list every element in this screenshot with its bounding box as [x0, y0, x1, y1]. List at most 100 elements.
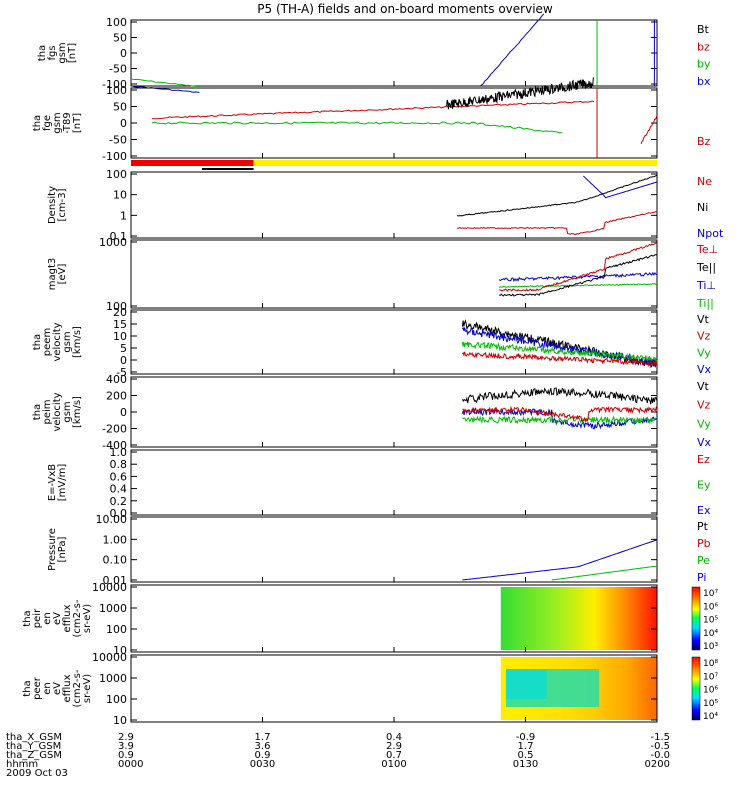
y-axis-label-line: velocity — [52, 322, 63, 361]
trace-bx-rise — [480, 13, 545, 86]
legend-ex: Ex — [697, 504, 711, 517]
y-tick-label: 10 — [113, 330, 127, 343]
orbit-value: 3.9 — [118, 741, 134, 752]
y-tick-label: 0.0 — [110, 507, 128, 520]
legend-vy: Vy — [697, 417, 711, 430]
legend-ni: Ni — [697, 201, 708, 214]
y-axis-label: magt3 [eV] — [47, 258, 68, 291]
orbit-value: 0100 — [381, 759, 406, 770]
legend-ey: Ey — [697, 479, 711, 492]
y-tick-label: 1 — [120, 209, 127, 222]
trace-te-par — [499, 254, 658, 297]
y-axis-label-line: E=-VxB — [47, 464, 58, 501]
y-axis-label-line: gsm — [52, 112, 63, 133]
trace-vx — [461, 407, 658, 430]
panel-vel_i: 400 200 0 -200 -400 tha peim velocity gsm [km/s] V… — [32, 373, 712, 452]
colorbar-elec_spec: 10⁸ 10⁷ 10⁶ 10⁵ 10⁴ — [691, 656, 718, 722]
orbit-value: 0.5 — [518, 750, 534, 761]
y-tick-label: -50 — [109, 134, 127, 147]
orbit-value: 1.7 — [518, 741, 534, 752]
trace-ni — [456, 174, 658, 217]
y-tick-label: 15 — [113, 318, 127, 331]
y-axis-label: tha peer en eV efflux (cm2-s-sr-eV) — [22, 669, 93, 707]
trace-bx — [130, 85, 200, 93]
colorbar-label: 10⁴ — [703, 712, 718, 722]
trace-vy — [462, 415, 658, 425]
trace-te-perp — [499, 242, 658, 292]
y-axis-label-line: [eV] — [57, 264, 68, 285]
trace-by — [130, 78, 200, 87]
orbit-value: 0030 — [250, 759, 275, 770]
legend-vt: Vt — [697, 313, 710, 326]
orbit-value: 0.9 — [255, 750, 271, 761]
y-tick-label: 10000 — [92, 581, 127, 594]
plot-title: P5 (TH-A) fields and on-board moments ov… — [257, 2, 553, 16]
legend-ez: Ez — [697, 453, 710, 466]
legend-vx: Vx — [697, 363, 712, 376]
orbit-value: 0200 — [645, 759, 670, 770]
colorbar-label: 10⁵ — [703, 699, 718, 709]
trace-vt — [461, 387, 658, 405]
y-axis-label-line: efflux — [62, 674, 73, 702]
orbit-row-label: hhmm — [6, 759, 38, 770]
y-tick-label: -100 — [102, 78, 127, 91]
legend-te||: Te|| — [696, 261, 716, 274]
y-axis-label-line: [cm-3] — [57, 188, 68, 221]
orbit-value: -0.9 — [516, 732, 536, 743]
legend-vy: Vy — [697, 346, 711, 359]
legend-pt: Pt — [697, 520, 709, 533]
y-tick-label: 400 — [106, 373, 127, 386]
y-axis-label-line: [km/s] — [72, 326, 83, 358]
legend-bx: bx — [697, 75, 711, 88]
y-axis-label: E=-VxB [mV/m] — [47, 464, 68, 502]
y-axis-label-line: velocity — [52, 392, 63, 431]
y-axis-label-line: [nT] — [67, 43, 78, 63]
colorbar-strip — [691, 656, 701, 721]
legend-bz: Bz — [697, 135, 711, 148]
y-axis-label-line: fgs — [47, 45, 58, 60]
y-axis-label-line: peir — [32, 608, 43, 628]
y-tick-label: 5 — [120, 342, 127, 355]
y-tick-label: 0.01 — [103, 574, 128, 587]
y-axis-label-line: sr-eV) — [82, 604, 93, 633]
spectrogram-field — [500, 587, 657, 650]
colorbar-ion_spec: 10⁷ 10⁶ 10⁵ 10⁴ 10³ — [691, 586, 718, 652]
colorbar-label: 10⁷ — [703, 672, 718, 682]
y-tick-label: 0 — [120, 47, 127, 60]
y-tick-label: 50 — [113, 101, 127, 114]
y-axis-label-line: (cm2-s- — [72, 599, 83, 637]
panel-fgs: 100 50 0 -50 -100 tha fgs gsm [nT] Bt bz by bx — [37, 13, 711, 93]
colorbar-strip — [691, 586, 701, 651]
y-axis-label-line: [km/s] — [72, 396, 83, 428]
orbit-value: 1.7 — [255, 732, 271, 743]
legend-vz: Vz — [697, 330, 711, 343]
y-axis-label-line: tha — [32, 115, 43, 131]
orbit-value: 2.9 — [386, 741, 402, 752]
panel-elec_spec: 10⁸ 10⁷ 10⁶ 10⁵ 10⁴ 10000 1000 100 10 tha peer en eV… — [22, 651, 718, 727]
panel-fge: 100 50 0 -50 -100 tha fge gsm -T89 [nT] Bz — [32, 78, 711, 163]
colorbar-label: 10⁵ — [703, 616, 718, 626]
orbit-value: -0.0 — [650, 750, 670, 761]
trace-vz — [462, 405, 658, 423]
legend-vz: Vz — [697, 399, 711, 412]
y-tick-label: -5 — [116, 366, 127, 379]
y-tick-label: 1000 — [99, 672, 127, 685]
y-axis-label-line: [nPa] — [57, 536, 68, 562]
panel-frame — [130, 19, 658, 87]
y-axis-label: tha peim velocity gsm [km/s] — [32, 392, 83, 431]
legend-bt: Bt — [697, 23, 710, 36]
y-tick-label: 0.6 — [110, 470, 128, 483]
legend-vt: Vt — [697, 380, 710, 393]
y-axis-label-line: tha — [22, 610, 33, 626]
trace-ne — [457, 211, 658, 236]
y-tick-label: 10 — [113, 644, 127, 657]
y-axis-label-line: -T89 — [62, 112, 73, 134]
y-axis-label-line: peer — [32, 676, 43, 700]
orbit-value: 0.9 — [118, 750, 134, 761]
y-axis-label-line: peem — [42, 328, 53, 356]
region-bar-marker — [202, 168, 254, 170]
y-tick-label: 1000 — [99, 602, 127, 615]
y-axis-label: tha fge gsm -T89 [nT] — [32, 112, 83, 134]
panel-density: 100 10 1 0.1 Density [cm-3] Ne Ni Npot — [47, 168, 724, 243]
y-tick-label: 0.2 — [110, 495, 128, 508]
